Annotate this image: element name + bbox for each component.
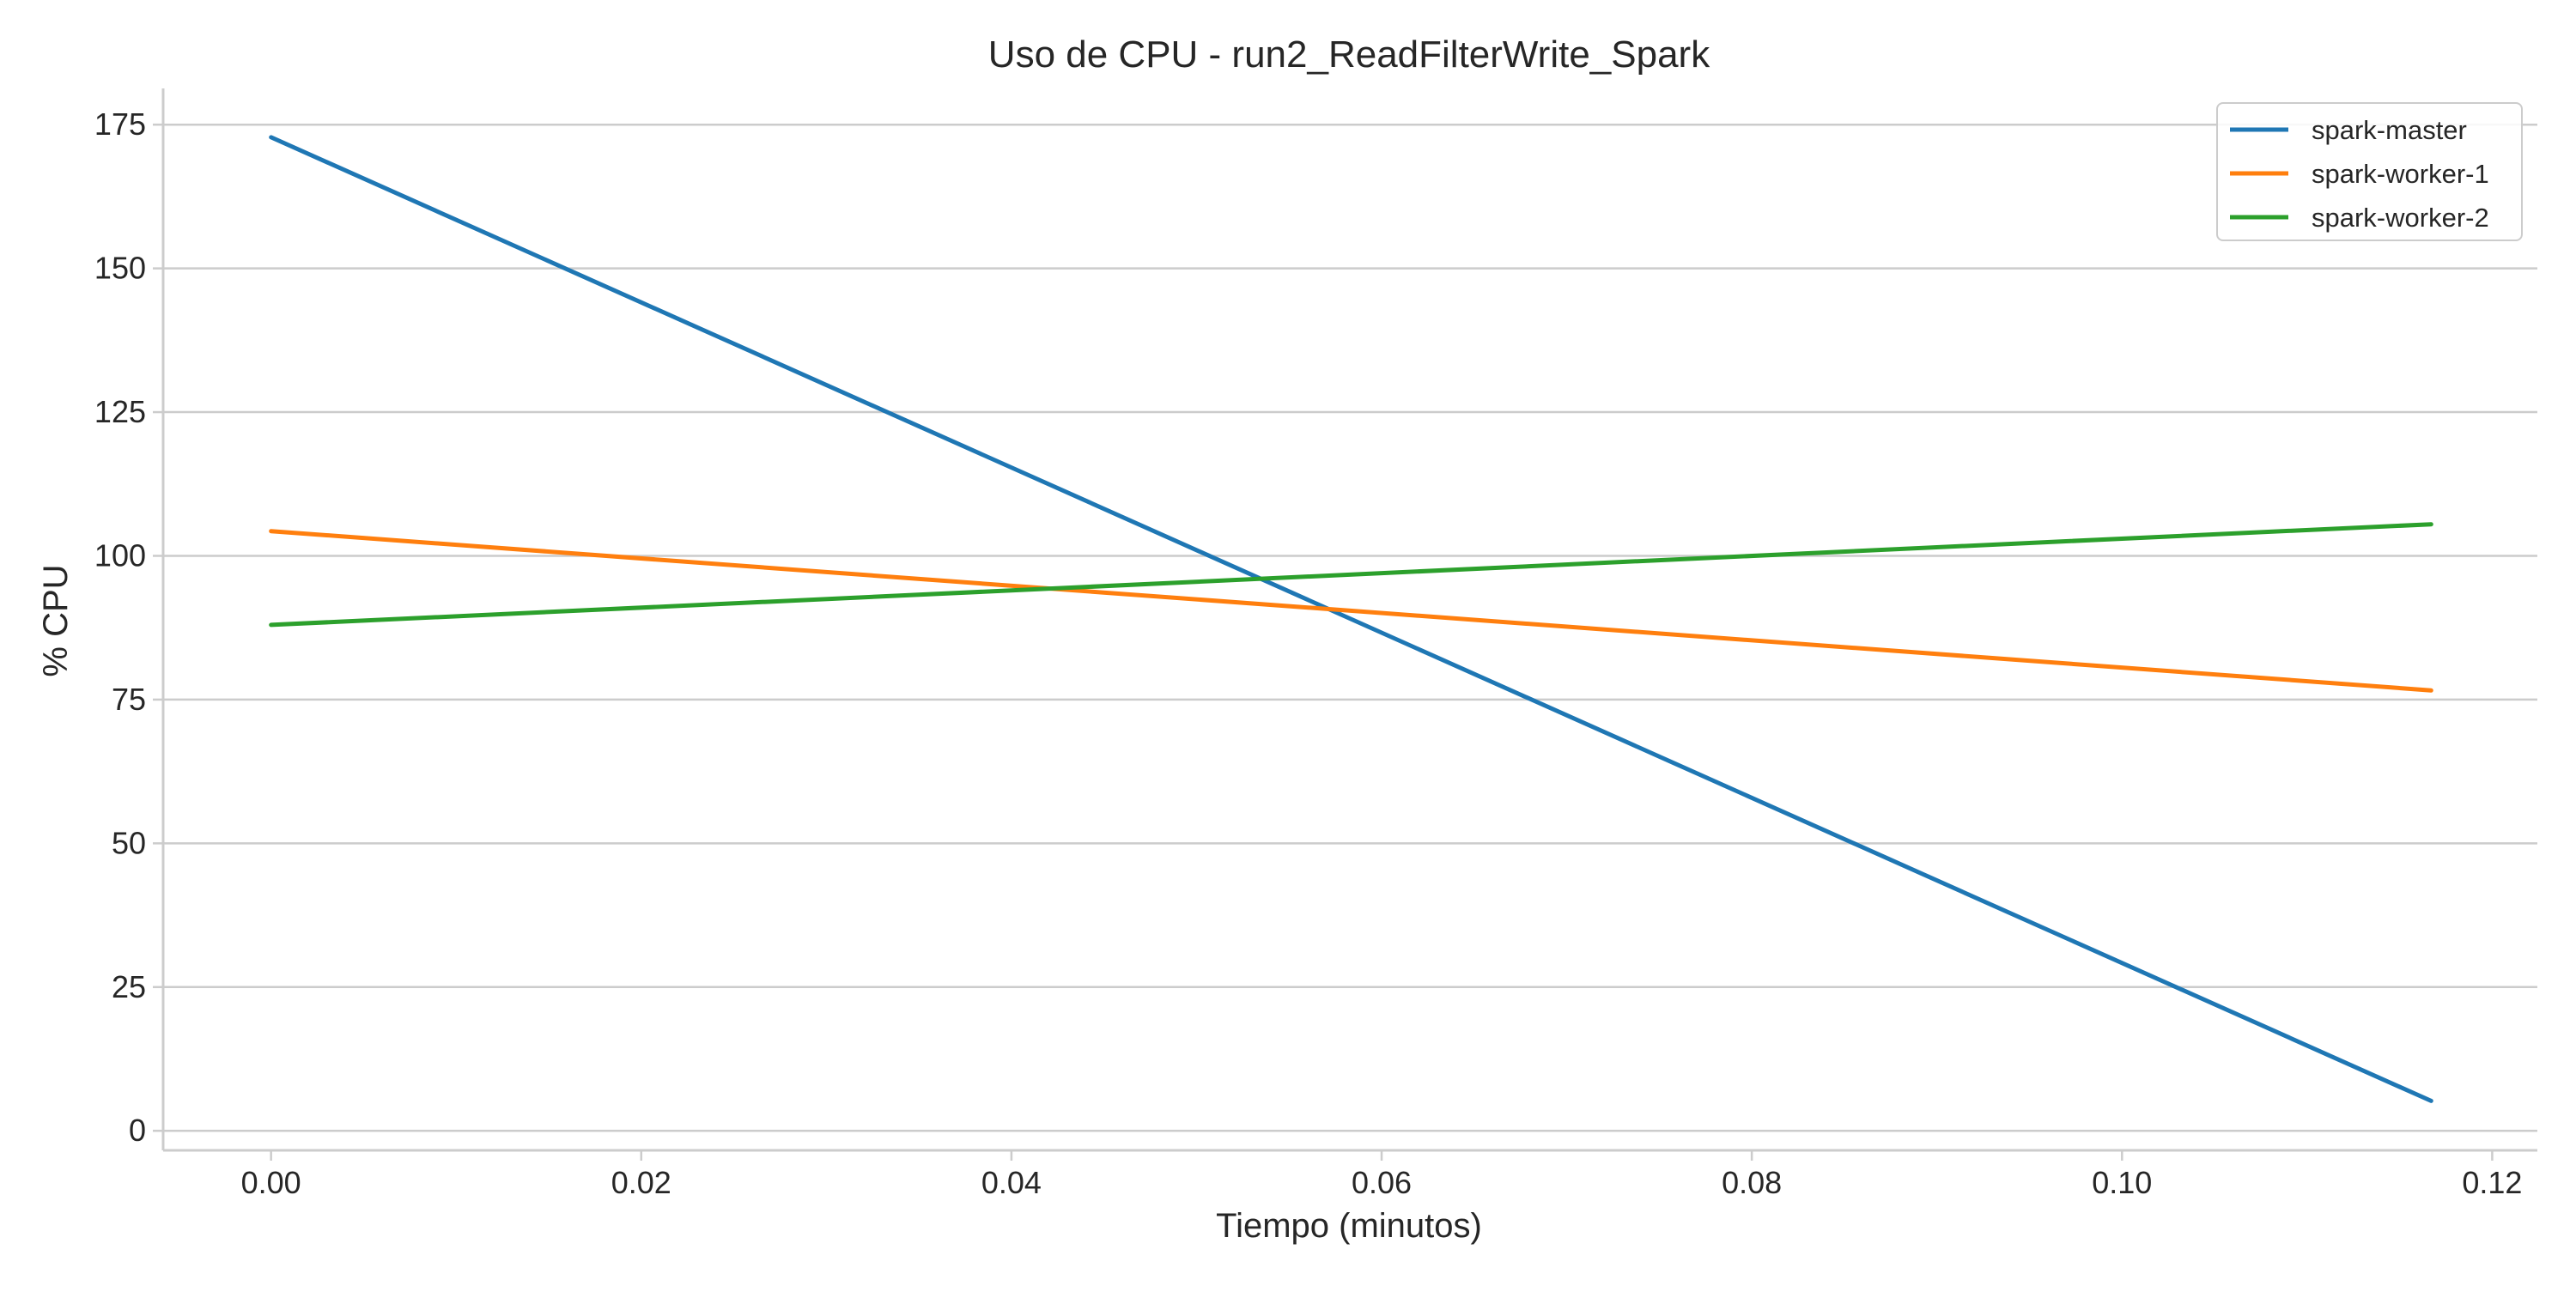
y-tick-label: 150 (94, 251, 146, 286)
series-line-spark-worker-2 (269, 522, 2433, 628)
x-tick-label: 0.00 (241, 1165, 301, 1200)
series-line-spark-master (269, 135, 2433, 1103)
x-tick-label: 0.08 (1722, 1165, 1782, 1200)
y-tick-label: 50 (112, 825, 146, 860)
y-tick-label: 100 (94, 537, 146, 573)
x-tick-label: 0.02 (611, 1165, 671, 1200)
y-tick-label: 0 (129, 1113, 146, 1148)
x-tick-label: 0.06 (1352, 1165, 1412, 1200)
series-lines (269, 135, 2433, 1103)
legend-label: spark-worker-1 (2312, 159, 2489, 189)
x-tick-label: 0.04 (981, 1165, 1042, 1200)
x-tick-label: 0.12 (2462, 1165, 2522, 1200)
y-tick-label: 125 (94, 394, 146, 429)
series-line-spark-worker-1 (269, 529, 2433, 693)
legend-label: spark-worker-2 (2312, 203, 2489, 233)
y-tick-label: 25 (112, 969, 146, 1004)
grid-lines (163, 123, 2537, 1132)
y-tick-label: 75 (112, 682, 146, 717)
legend: spark-master spark-worker-1 spark-worker-2 (2216, 102, 2523, 241)
legend-label: spark-master (2312, 115, 2467, 145)
y-tick-label: 175 (94, 106, 146, 142)
tick-labels: 0 25 50 75 100 125 150 175 0.00 0.02 0.04 0.06 0.08 0… (94, 106, 2523, 1200)
y-axis-label: % CPU (37, 564, 75, 676)
axes (153, 88, 2537, 1161)
x-axis-label: Tiempo (minutos) (1216, 1207, 1482, 1245)
x-tick-label: 0.10 (2092, 1165, 2152, 1200)
chart-title: Uso de CPU - run2_ReadFilterWrite_Spark (988, 33, 1710, 76)
legend-box (2216, 102, 2523, 241)
